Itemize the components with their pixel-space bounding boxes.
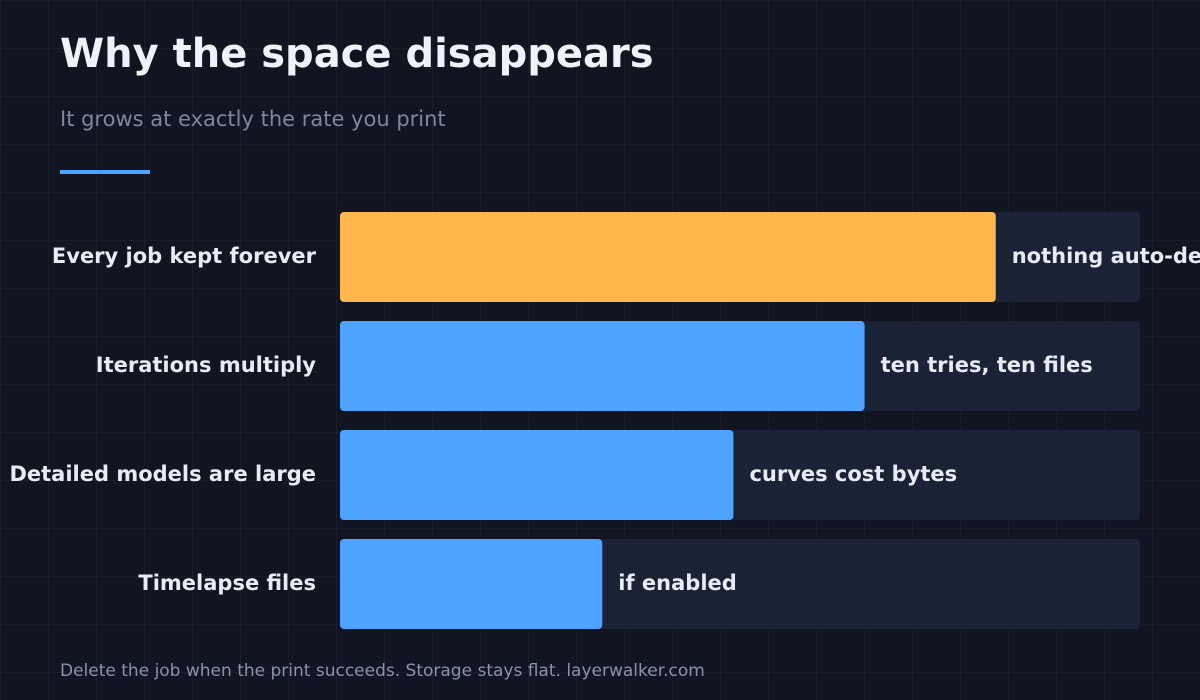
category-label: Iterations multiply [96,353,317,377]
bar-annotation: ten tries, ten files [881,353,1093,377]
bar-annotation: if enabled [618,571,737,595]
bar [340,212,996,302]
bar [340,430,734,520]
bar [340,539,603,629]
category-label: Every job kept forever [52,244,317,268]
category-label: Detailed models are large [9,462,316,486]
footer: Delete the job when the print succeeds. … [60,661,705,681]
bar [340,321,865,411]
accent-line [60,170,150,174]
bar-annotation: nothing auto-deletes [1012,244,1200,268]
chart-subtitle: It grows at exactly the rate you print [60,107,446,131]
bar-annotation: curves cost bytes [749,462,957,486]
category-label: Timelapse files [138,571,316,595]
chart-title: Why the space disappears [60,31,654,77]
